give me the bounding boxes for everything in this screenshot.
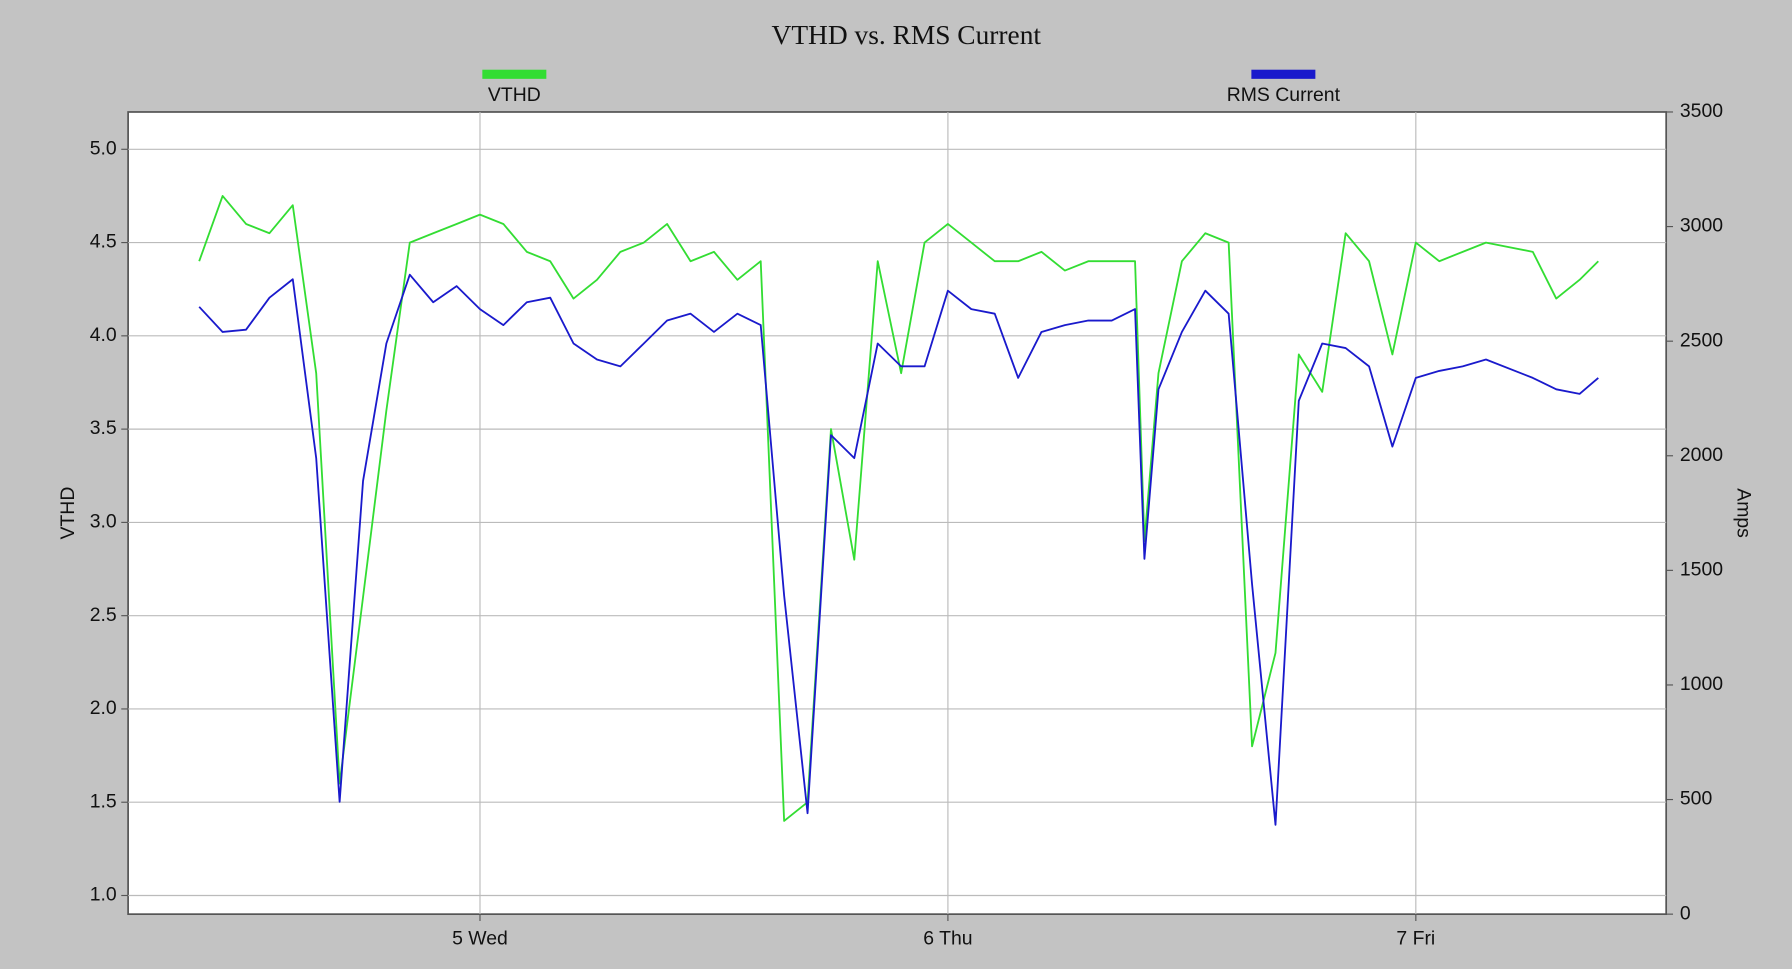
series-line: [198, 195, 1599, 822]
legend-swatch: [482, 69, 547, 79]
x-tick-label: 5 Wed: [452, 927, 508, 949]
y-tick-label: 1.5: [90, 790, 117, 812]
y-tick-label: 3.5: [90, 417, 117, 439]
legend-swatch: [1251, 69, 1316, 79]
legend-label: VTHD: [488, 84, 541, 106]
y-tick-label: 1.0: [90, 884, 117, 906]
y2-tick-label: 0: [1680, 902, 1691, 924]
legend-label: RMS Current: [1227, 84, 1341, 106]
chart-title: VTHD vs. RMS Current: [772, 20, 1042, 50]
plot-area: [127, 111, 1668, 916]
x-tick-label: 7 Fri: [1396, 927, 1435, 949]
y-tick-label: 4.5: [90, 231, 117, 253]
y2-axis-label: Amps: [1733, 488, 1755, 538]
y-tick-label: 2.0: [90, 697, 117, 719]
y-tick-label: 2.5: [90, 604, 117, 626]
y2-tick-label: 3500: [1680, 100, 1723, 122]
x-tick-label: 6 Thu: [923, 927, 972, 949]
y2-tick-label: 1500: [1680, 558, 1723, 580]
y-tick-label: 4.0: [90, 324, 117, 346]
y2-tick-label: 1000: [1680, 673, 1723, 695]
y2-tick-label: 3000: [1680, 215, 1723, 237]
y-axis-label: VTHD: [57, 487, 79, 540]
y-tick-label: 3.0: [90, 511, 117, 533]
series-line: [198, 273, 1599, 826]
y-tick-label: 5.0: [90, 137, 117, 159]
y2-tick-label: 500: [1680, 788, 1713, 810]
y2-tick-label: 2500: [1680, 329, 1723, 351]
y2-tick-label: 2000: [1680, 444, 1723, 466]
